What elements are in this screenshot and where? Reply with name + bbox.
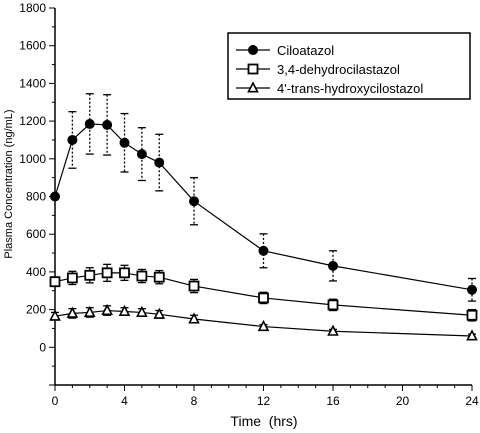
data-point — [258, 245, 269, 256]
data-point — [328, 260, 338, 271]
data-point — [248, 45, 258, 55]
data-point — [83, 305, 96, 317]
data-point — [153, 307, 166, 319]
data-point — [153, 271, 165, 283]
data-point — [136, 149, 147, 160]
data-point — [327, 324, 339, 336]
data-point — [247, 81, 259, 93]
y-tick-label: 800 — [26, 190, 46, 204]
data-point — [49, 309, 61, 321]
data-point — [466, 329, 478, 341]
legend-label: 3,4-dehydrocilastazol — [277, 62, 400, 77]
y-tick-label: 1600 — [19, 39, 46, 53]
x-tick-label: 4 — [121, 394, 128, 408]
data-point — [49, 276, 61, 288]
data-point — [84, 269, 96, 281]
data-point — [118, 304, 131, 316]
data-point — [188, 312, 200, 324]
x-tick-label: 24 — [465, 394, 479, 408]
x-tick-label: 16 — [326, 394, 340, 408]
data-point — [66, 272, 78, 284]
series-2 — [49, 263, 478, 322]
y-tick-label: 1000 — [19, 152, 46, 166]
y-tick-label: 0 — [39, 340, 46, 354]
data-point — [119, 267, 130, 279]
data-point — [257, 319, 270, 332]
data-point — [154, 157, 165, 168]
data-point — [467, 284, 477, 295]
data-point — [101, 267, 113, 279]
legend-label: 4'-trans-hydroxycilostazol — [277, 81, 423, 96]
y-tick-label: 200 — [26, 303, 46, 317]
data-point — [247, 63, 259, 75]
data-point — [136, 270, 148, 282]
data-point — [258, 292, 269, 304]
data-point — [101, 303, 113, 316]
y-tick-label: 400 — [26, 265, 46, 279]
data-point — [189, 196, 199, 207]
x-axis-label: Time (hrs) — [230, 413, 297, 429]
data-point — [466, 309, 478, 321]
axes: 0 200 400 600 800 1000 1200 1400 1600 1800 0 4 8 12 16… — [19, 1, 479, 408]
series-1 — [50, 93, 477, 302]
x-tick-label: 12 — [257, 394, 271, 408]
y-tick-label: 1200 — [19, 114, 46, 128]
y-axis-label: Plasma Concentration (ng/mL) — [3, 109, 15, 258]
series-3 — [49, 303, 478, 341]
y-tick-label: 1400 — [19, 76, 46, 90]
x-tick-label: 0 — [52, 394, 59, 408]
y-tick-label: 600 — [26, 227, 46, 241]
x-tick-label: 20 — [396, 394, 410, 408]
legend-item-3: 4'-trans-hydroxycilostazol — [236, 81, 423, 96]
data-point — [102, 119, 113, 130]
x-tick-label: 8 — [191, 394, 198, 408]
data-point — [67, 134, 78, 145]
legend: Ciloatazol 3,4-dehydrocilastazol 4'-trans-… — [227, 32, 471, 100]
data-point — [84, 118, 95, 129]
legend-label: Ciloatazol — [277, 43, 334, 58]
data-point — [66, 306, 79, 318]
data-point — [50, 191, 60, 202]
legend-item-2: 3,4-dehydrocilastazol — [236, 62, 400, 77]
data-point — [119, 137, 130, 148]
series-line — [54, 123, 473, 291]
data-point — [188, 280, 200, 292]
data-point — [136, 305, 148, 317]
legend-item-1: Ciloatazol — [236, 43, 334, 58]
y-tick-label: 1800 — [19, 1, 46, 15]
data-point — [327, 299, 339, 311]
series-layer — [49, 93, 478, 341]
